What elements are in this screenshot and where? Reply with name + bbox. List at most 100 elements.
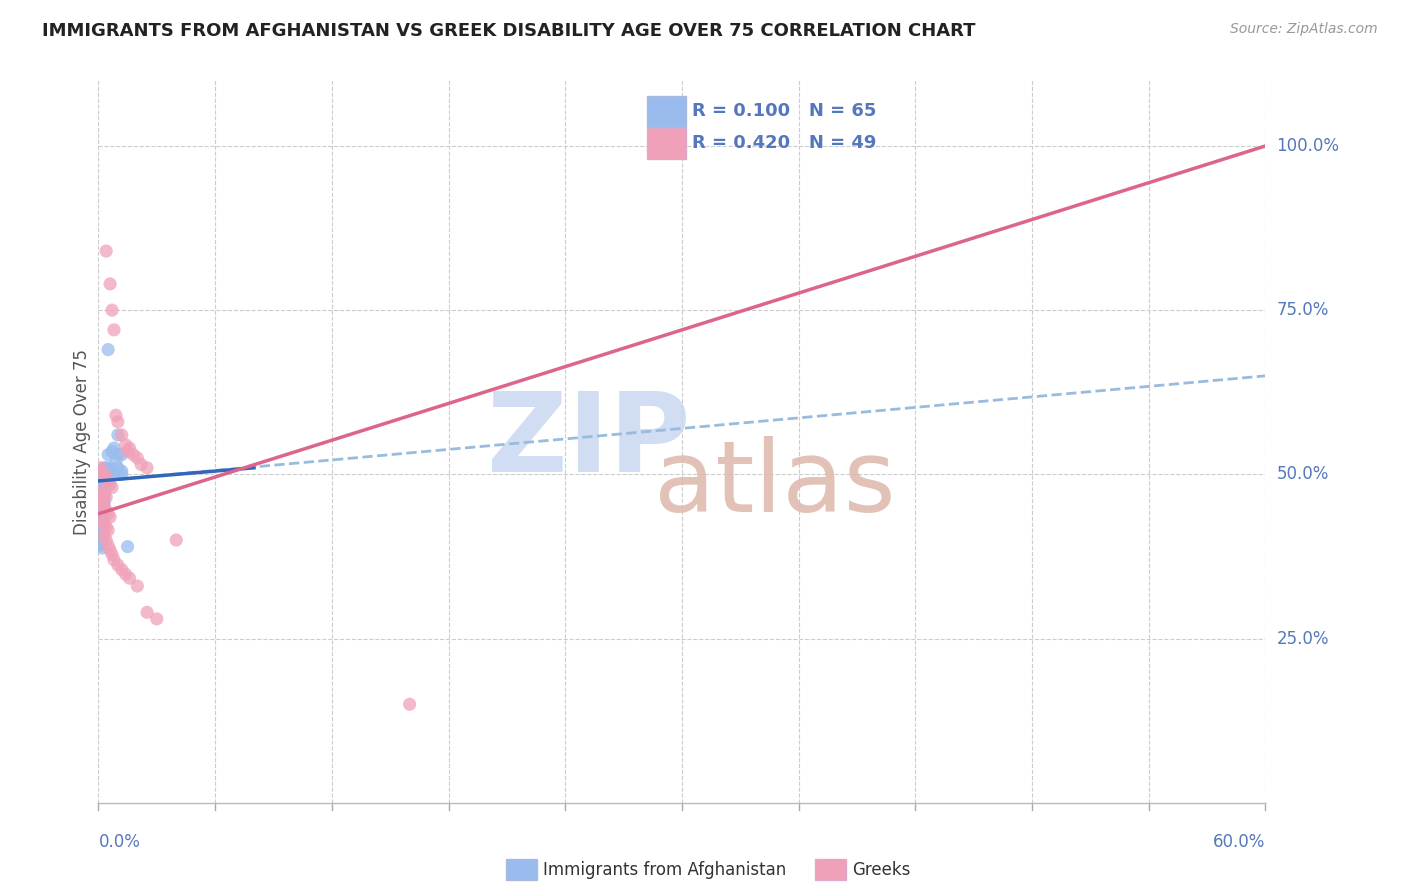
Text: 75.0%: 75.0% bbox=[1277, 301, 1329, 319]
Point bbox=[136, 460, 159, 475]
Point bbox=[91, 541, 114, 555]
Point bbox=[89, 536, 111, 550]
Text: 25.0%: 25.0% bbox=[1277, 630, 1329, 648]
Point bbox=[91, 513, 114, 527]
Point bbox=[97, 474, 120, 488]
Point bbox=[91, 471, 114, 485]
Point bbox=[89, 467, 111, 482]
Text: R = 0.100   N = 65: R = 0.100 N = 65 bbox=[692, 103, 876, 120]
Point bbox=[118, 441, 141, 455]
Point bbox=[103, 323, 125, 337]
Point bbox=[91, 493, 114, 508]
Point bbox=[98, 477, 121, 491]
Point bbox=[97, 474, 120, 488]
Point bbox=[96, 471, 118, 485]
Point bbox=[98, 542, 121, 557]
Point bbox=[89, 493, 111, 508]
Point bbox=[97, 538, 120, 552]
Point bbox=[97, 464, 120, 478]
Point bbox=[91, 491, 114, 505]
Point bbox=[101, 481, 124, 495]
Point bbox=[101, 303, 124, 318]
Point bbox=[96, 491, 118, 505]
Point bbox=[93, 482, 115, 496]
Point bbox=[101, 464, 124, 478]
Point bbox=[398, 698, 420, 712]
Point bbox=[93, 516, 115, 531]
Point bbox=[104, 409, 127, 423]
Point bbox=[93, 460, 115, 475]
Text: 60.0%: 60.0% bbox=[1213, 833, 1265, 851]
Point bbox=[93, 467, 115, 482]
Point bbox=[91, 516, 114, 531]
Y-axis label: Disability Age Over 75: Disability Age Over 75 bbox=[73, 349, 91, 534]
Point bbox=[97, 343, 120, 357]
Point bbox=[93, 467, 115, 482]
Point bbox=[91, 483, 114, 498]
Point bbox=[96, 477, 118, 491]
Point bbox=[107, 428, 129, 442]
Text: 50.0%: 50.0% bbox=[1277, 466, 1329, 483]
Point bbox=[118, 571, 141, 585]
Point bbox=[146, 612, 169, 626]
Point bbox=[89, 510, 111, 524]
Point bbox=[111, 448, 134, 462]
Point bbox=[122, 448, 145, 462]
Point bbox=[91, 464, 114, 478]
Point bbox=[89, 483, 111, 498]
Point bbox=[91, 467, 114, 482]
Point bbox=[97, 478, 120, 492]
Point bbox=[89, 538, 111, 552]
Point bbox=[89, 523, 111, 537]
Point bbox=[93, 497, 115, 511]
Point bbox=[97, 507, 120, 521]
Point bbox=[91, 507, 114, 521]
Text: R = 0.420   N = 49: R = 0.420 N = 49 bbox=[692, 134, 876, 152]
Point bbox=[89, 488, 111, 502]
Point bbox=[97, 448, 120, 462]
Point bbox=[89, 481, 111, 495]
Point bbox=[93, 492, 115, 507]
Point bbox=[127, 450, 149, 465]
Point bbox=[91, 477, 114, 491]
Point bbox=[96, 503, 118, 517]
Point bbox=[107, 460, 129, 475]
Point bbox=[93, 528, 115, 542]
Point bbox=[98, 277, 121, 291]
Point bbox=[93, 487, 115, 501]
Point bbox=[96, 467, 118, 482]
Point bbox=[91, 512, 114, 526]
Point bbox=[91, 464, 114, 478]
Point bbox=[96, 471, 118, 485]
Point bbox=[91, 482, 114, 496]
Text: 0.0%: 0.0% bbox=[98, 833, 141, 851]
Point bbox=[111, 467, 134, 482]
Point bbox=[91, 495, 114, 509]
Point bbox=[89, 520, 111, 534]
Point bbox=[93, 500, 115, 515]
Point bbox=[91, 474, 114, 488]
Point bbox=[107, 558, 129, 572]
Point bbox=[91, 533, 114, 547]
Text: IMMIGRANTS FROM AFGHANISTAN VS GREEK DISABILITY AGE OVER 75 CORRELATION CHART: IMMIGRANTS FROM AFGHANISTAN VS GREEK DIS… bbox=[42, 22, 976, 40]
Point bbox=[107, 448, 129, 462]
Point bbox=[93, 471, 115, 485]
Point bbox=[89, 475, 111, 490]
Point bbox=[91, 485, 114, 500]
Point bbox=[103, 467, 125, 482]
Point bbox=[111, 563, 134, 577]
Point bbox=[129, 458, 152, 472]
Point bbox=[98, 510, 121, 524]
Text: Source: ZipAtlas.com: Source: ZipAtlas.com bbox=[1230, 22, 1378, 37]
Point bbox=[103, 553, 125, 567]
Point bbox=[104, 454, 127, 468]
Point bbox=[96, 533, 118, 547]
Point bbox=[89, 528, 111, 542]
Point bbox=[101, 444, 124, 458]
Point bbox=[89, 471, 111, 485]
Point bbox=[114, 567, 136, 582]
Point bbox=[89, 507, 111, 521]
Point bbox=[96, 474, 118, 488]
Point bbox=[93, 474, 115, 488]
Point bbox=[127, 579, 149, 593]
